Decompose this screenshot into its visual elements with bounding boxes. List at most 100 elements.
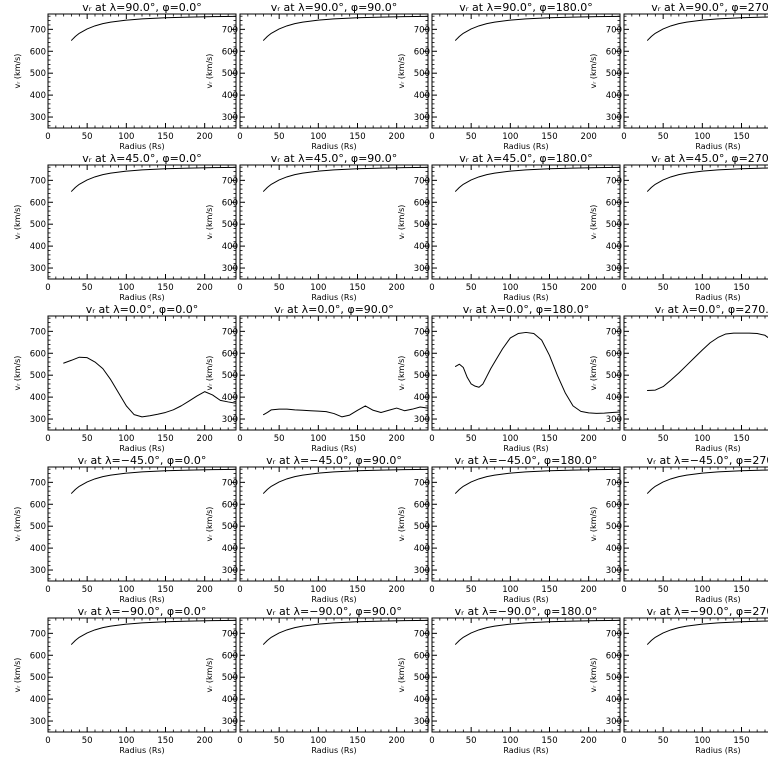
- x-tick-label: 0: [237, 736, 242, 746]
- y-axis-label: vᵣ (km/s): [589, 54, 598, 89]
- x-axis-label: Radius (Rs): [695, 746, 740, 755]
- x-tick-label: 50: [274, 283, 285, 293]
- y-tick-label: 700: [606, 629, 622, 639]
- y-tick-label: 400: [30, 393, 46, 403]
- y-tick-label: 500: [222, 522, 238, 532]
- x-axis-label: Radius (Rs): [503, 595, 548, 604]
- panel-title: vᵣ at λ=45.0°, φ=90.0°: [271, 152, 398, 165]
- x-tick-label: 150: [157, 132, 173, 142]
- x-tick-label: 0: [621, 434, 626, 444]
- plot-frame: [623, 164, 768, 280]
- x-tick-label: 200: [389, 585, 405, 595]
- y-tick-label: 300: [606, 113, 622, 123]
- x-axis-label: Radius (Rs): [503, 142, 548, 151]
- y-tick-label: 300: [606, 264, 622, 274]
- series-line: [455, 331, 621, 414]
- x-axis-label: Radius (Rs): [311, 142, 356, 151]
- x-tick-label: 200: [581, 585, 597, 595]
- x-tick-label: 150: [157, 283, 173, 293]
- y-tick-label: 700: [30, 478, 46, 488]
- x-tick-label: 150: [733, 585, 749, 595]
- x-tick-label: 150: [541, 434, 557, 444]
- y-tick-label: 700: [30, 327, 46, 337]
- y-axis-label: vᵣ (km/s): [397, 507, 406, 542]
- x-tick-label: 0: [621, 132, 626, 142]
- series-line: [647, 167, 768, 192]
- x-tick-label: 50: [466, 132, 477, 142]
- panel-title: vᵣ at λ=0.0°, φ=0.0°: [86, 303, 199, 316]
- x-tick-label: 150: [733, 736, 749, 746]
- y-tick-label: 500: [414, 69, 430, 79]
- x-tick-label: 0: [45, 736, 50, 746]
- x-tick-label: 100: [310, 585, 326, 595]
- x-tick-label: 0: [237, 132, 242, 142]
- panel-title: vᵣ at λ=45.0°, φ=180.0°: [459, 152, 593, 165]
- y-tick-label: 400: [30, 91, 46, 101]
- x-tick-label: 50: [274, 434, 285, 444]
- x-axis-label: Radius (Rs): [119, 293, 164, 302]
- x-tick-label: 50: [658, 434, 669, 444]
- x-axis-label: Radius (Rs): [695, 142, 740, 151]
- y-tick-label: 700: [606, 327, 622, 337]
- panel-11: 0 50 100 150 200 300 400 500 600 700 vᵣ at λ=0.0°,…: [397, 303, 621, 453]
- panel-title: vᵣ at λ=−45.0°, φ=90.0°: [266, 454, 402, 467]
- y-tick-label: 400: [30, 544, 46, 554]
- y-axis-label: vᵣ (km/s): [397, 356, 406, 391]
- series-line: [455, 619, 621, 645]
- x-tick-label: 0: [429, 283, 434, 293]
- y-tick-label: 700: [606, 25, 622, 35]
- series-line: [71, 468, 237, 494]
- x-tick-label: 100: [694, 736, 710, 746]
- y-tick-label: 400: [222, 544, 238, 554]
- x-tick-label: 0: [429, 434, 434, 444]
- y-tick-label: 500: [30, 220, 46, 230]
- panel-7: 0 50 100 150 200 300 400 500 600 700 vᵣ at λ=45.0°…: [397, 152, 621, 302]
- x-tick-label: 150: [733, 434, 749, 444]
- x-tick-label: 100: [118, 736, 134, 746]
- x-tick-label: 100: [310, 132, 326, 142]
- series-line: [71, 166, 237, 192]
- x-tick-label: 100: [694, 132, 710, 142]
- y-tick-label: 400: [414, 544, 430, 554]
- x-tick-label: 50: [274, 585, 285, 595]
- y-tick-label: 400: [606, 91, 622, 101]
- x-tick-label: 0: [429, 736, 434, 746]
- panel-title: vᵣ at λ=−45.0°, φ=0.0°: [78, 454, 207, 467]
- x-tick-label: 100: [694, 283, 710, 293]
- x-tick-label: 0: [45, 283, 50, 293]
- y-tick-label: 400: [414, 91, 430, 101]
- x-tick-label: 150: [157, 736, 173, 746]
- y-tick-label: 400: [222, 695, 238, 705]
- y-tick-label: 300: [222, 264, 238, 274]
- y-tick-label: 600: [414, 349, 430, 359]
- y-tick-label: 300: [222, 717, 238, 727]
- y-tick-label: 500: [606, 371, 622, 381]
- x-tick-label: 50: [658, 132, 669, 142]
- panel-title: vᵣ at λ=−45.0°, φ=180.0°: [455, 454, 598, 467]
- y-tick-label: 500: [30, 522, 46, 532]
- series-line: [647, 469, 768, 494]
- panel-title: vᵣ at λ=0.0°, φ=270.0°: [655, 303, 768, 316]
- x-tick-label: 200: [197, 132, 213, 142]
- x-tick-label: 0: [237, 283, 242, 293]
- y-tick-label: 600: [222, 349, 238, 359]
- y-tick-label: 600: [30, 198, 46, 208]
- x-tick-label: 100: [310, 434, 326, 444]
- x-tick-label: 100: [118, 585, 134, 595]
- y-tick-label: 700: [222, 25, 238, 35]
- y-tick-label: 600: [222, 47, 238, 57]
- x-tick-label: 200: [581, 736, 597, 746]
- y-tick-label: 300: [606, 415, 622, 425]
- x-axis-label: Radius (Rs): [119, 746, 164, 755]
- x-tick-label: 200: [389, 283, 405, 293]
- panel-title: vᵣ at λ=45.0°, φ=0.0°: [82, 152, 202, 165]
- y-tick-label: 400: [606, 393, 622, 403]
- x-axis-label: Radius (Rs): [695, 444, 740, 453]
- x-tick-label: 150: [541, 585, 557, 595]
- y-tick-label: 400: [222, 242, 238, 252]
- x-tick-label: 200: [389, 434, 405, 444]
- series-line: [263, 166, 429, 192]
- y-tick-label: 700: [414, 25, 430, 35]
- panel-18: 0 50 100 150 200 300 400 500 600 700 vᵣ at λ=−90.0…: [205, 605, 429, 755]
